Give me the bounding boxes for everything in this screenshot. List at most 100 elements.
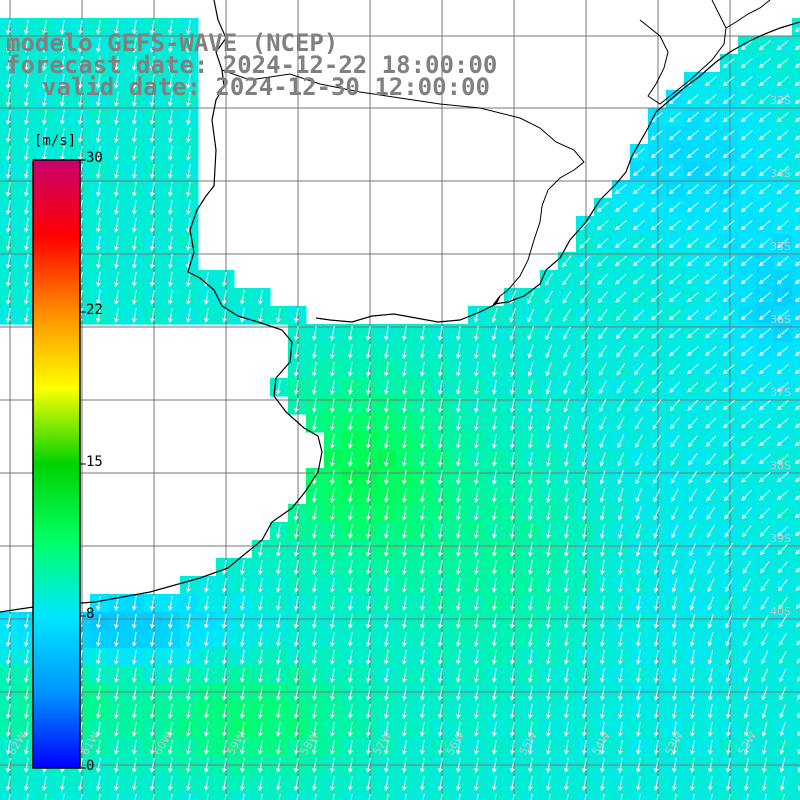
wind-cell bbox=[792, 450, 800, 469]
wind-arrow bbox=[96, 272, 101, 287]
wind-cell bbox=[72, 792, 91, 800]
wind-arrow bbox=[744, 740, 749, 755]
wind-arrow bbox=[456, 722, 461, 737]
wind-arrow bbox=[546, 776, 551, 791]
wind-arrow bbox=[758, 310, 771, 321]
wind-arrow bbox=[598, 309, 608, 322]
wind-arrow bbox=[366, 704, 371, 719]
wind-arrow bbox=[582, 758, 587, 773]
wind-arrow bbox=[650, 130, 663, 141]
wind-arrow bbox=[474, 452, 479, 467]
wind-arrow bbox=[6, 20, 11, 35]
wind-arrow bbox=[420, 380, 425, 395]
wind-arrow bbox=[776, 184, 789, 195]
wind-arrow bbox=[704, 220, 717, 231]
wind-arrow bbox=[758, 292, 771, 303]
wind-arrow bbox=[740, 220, 753, 231]
wind-arrow bbox=[794, 369, 800, 375]
wind-arrow bbox=[740, 346, 753, 357]
wind-arrow bbox=[132, 200, 137, 215]
wind-arrow bbox=[690, 668, 695, 683]
wind-arrow bbox=[168, 668, 173, 683]
wind-arrow bbox=[635, 434, 643, 449]
wind-arrow bbox=[420, 560, 425, 575]
wind-arrow bbox=[492, 686, 497, 701]
wind-arrow bbox=[740, 310, 753, 321]
wind-arrow bbox=[222, 308, 227, 323]
wind-arrow bbox=[294, 542, 299, 557]
wind-arrow bbox=[114, 92, 119, 107]
wind-arrow bbox=[668, 130, 681, 141]
wind-arrow bbox=[150, 236, 155, 251]
wind-arrow bbox=[204, 722, 209, 737]
wind-arrow bbox=[330, 740, 335, 755]
wind-arrow bbox=[348, 326, 353, 341]
wind-arrow bbox=[618, 542, 623, 557]
wind-arrow bbox=[742, 543, 752, 556]
wind-arrow bbox=[168, 182, 173, 197]
wind-arrow bbox=[492, 452, 497, 467]
wind-arrow bbox=[312, 578, 317, 593]
wind-cell bbox=[126, 792, 145, 800]
wind-arrow bbox=[276, 596, 281, 611]
wind-arrow bbox=[474, 416, 479, 431]
wind-arrow bbox=[758, 58, 771, 69]
wind-arrow bbox=[96, 218, 101, 233]
wind-arrow bbox=[150, 740, 155, 755]
wind-arrow bbox=[722, 166, 735, 177]
wind-arrow bbox=[582, 650, 587, 665]
wind-arrow bbox=[582, 704, 587, 719]
wind-cell bbox=[792, 342, 800, 361]
wind-arrow bbox=[330, 362, 335, 377]
wind-arrow bbox=[132, 722, 137, 737]
wind-arrow bbox=[24, 668, 29, 683]
wind-arrow bbox=[150, 704, 155, 719]
wind-arrow bbox=[617, 506, 624, 521]
wind-arrow bbox=[778, 614, 788, 628]
wind-arrow bbox=[636, 578, 641, 593]
wind-arrow bbox=[24, 272, 29, 287]
wind-cell bbox=[378, 792, 397, 800]
wind-arrow bbox=[653, 488, 661, 503]
wind-arrow bbox=[186, 236, 191, 251]
wind-arrow bbox=[707, 668, 713, 683]
wind-arrow bbox=[186, 272, 191, 287]
wind-arrow bbox=[384, 524, 389, 539]
wind-arrow bbox=[78, 92, 83, 107]
wind-arrow bbox=[546, 740, 551, 755]
wind-arrow bbox=[368, 794, 371, 800]
wind-arrow bbox=[132, 668, 137, 683]
wind-arrow bbox=[132, 758, 137, 773]
wind-arrow bbox=[545, 380, 552, 395]
wind-arrow bbox=[348, 578, 353, 593]
wind-arrow bbox=[582, 614, 587, 629]
wind-cell bbox=[522, 792, 541, 800]
wind-arrow bbox=[633, 291, 645, 303]
wind-arrow bbox=[564, 722, 569, 737]
wind-arrow bbox=[650, 292, 663, 303]
wind-arrow bbox=[384, 668, 389, 683]
wind-arrow bbox=[402, 452, 407, 467]
wind-arrow bbox=[722, 328, 735, 339]
wind-arrow bbox=[150, 218, 155, 233]
wind-arrow bbox=[566, 794, 569, 800]
wind-arrow bbox=[581, 380, 589, 395]
wind-arrow bbox=[150, 650, 155, 665]
wind-arrow bbox=[60, 776, 65, 791]
wind-arrow bbox=[438, 380, 443, 395]
wind-arrow bbox=[168, 632, 173, 647]
wind-cell bbox=[324, 792, 343, 800]
wind-arrow bbox=[366, 560, 371, 575]
wind-arrow bbox=[420, 344, 425, 359]
wind-arrow bbox=[794, 243, 800, 249]
wind-arrow bbox=[528, 506, 533, 521]
wind-arrow bbox=[366, 758, 371, 773]
wind-arrow bbox=[384, 578, 389, 593]
wind-arrow bbox=[330, 686, 335, 701]
wind-arrow bbox=[636, 596, 641, 611]
wind-arrow bbox=[654, 614, 659, 629]
wind-arrow bbox=[599, 452, 606, 467]
wind-arrow bbox=[312, 650, 317, 665]
wind-arrow bbox=[686, 130, 699, 141]
wind-arrow bbox=[330, 524, 335, 539]
